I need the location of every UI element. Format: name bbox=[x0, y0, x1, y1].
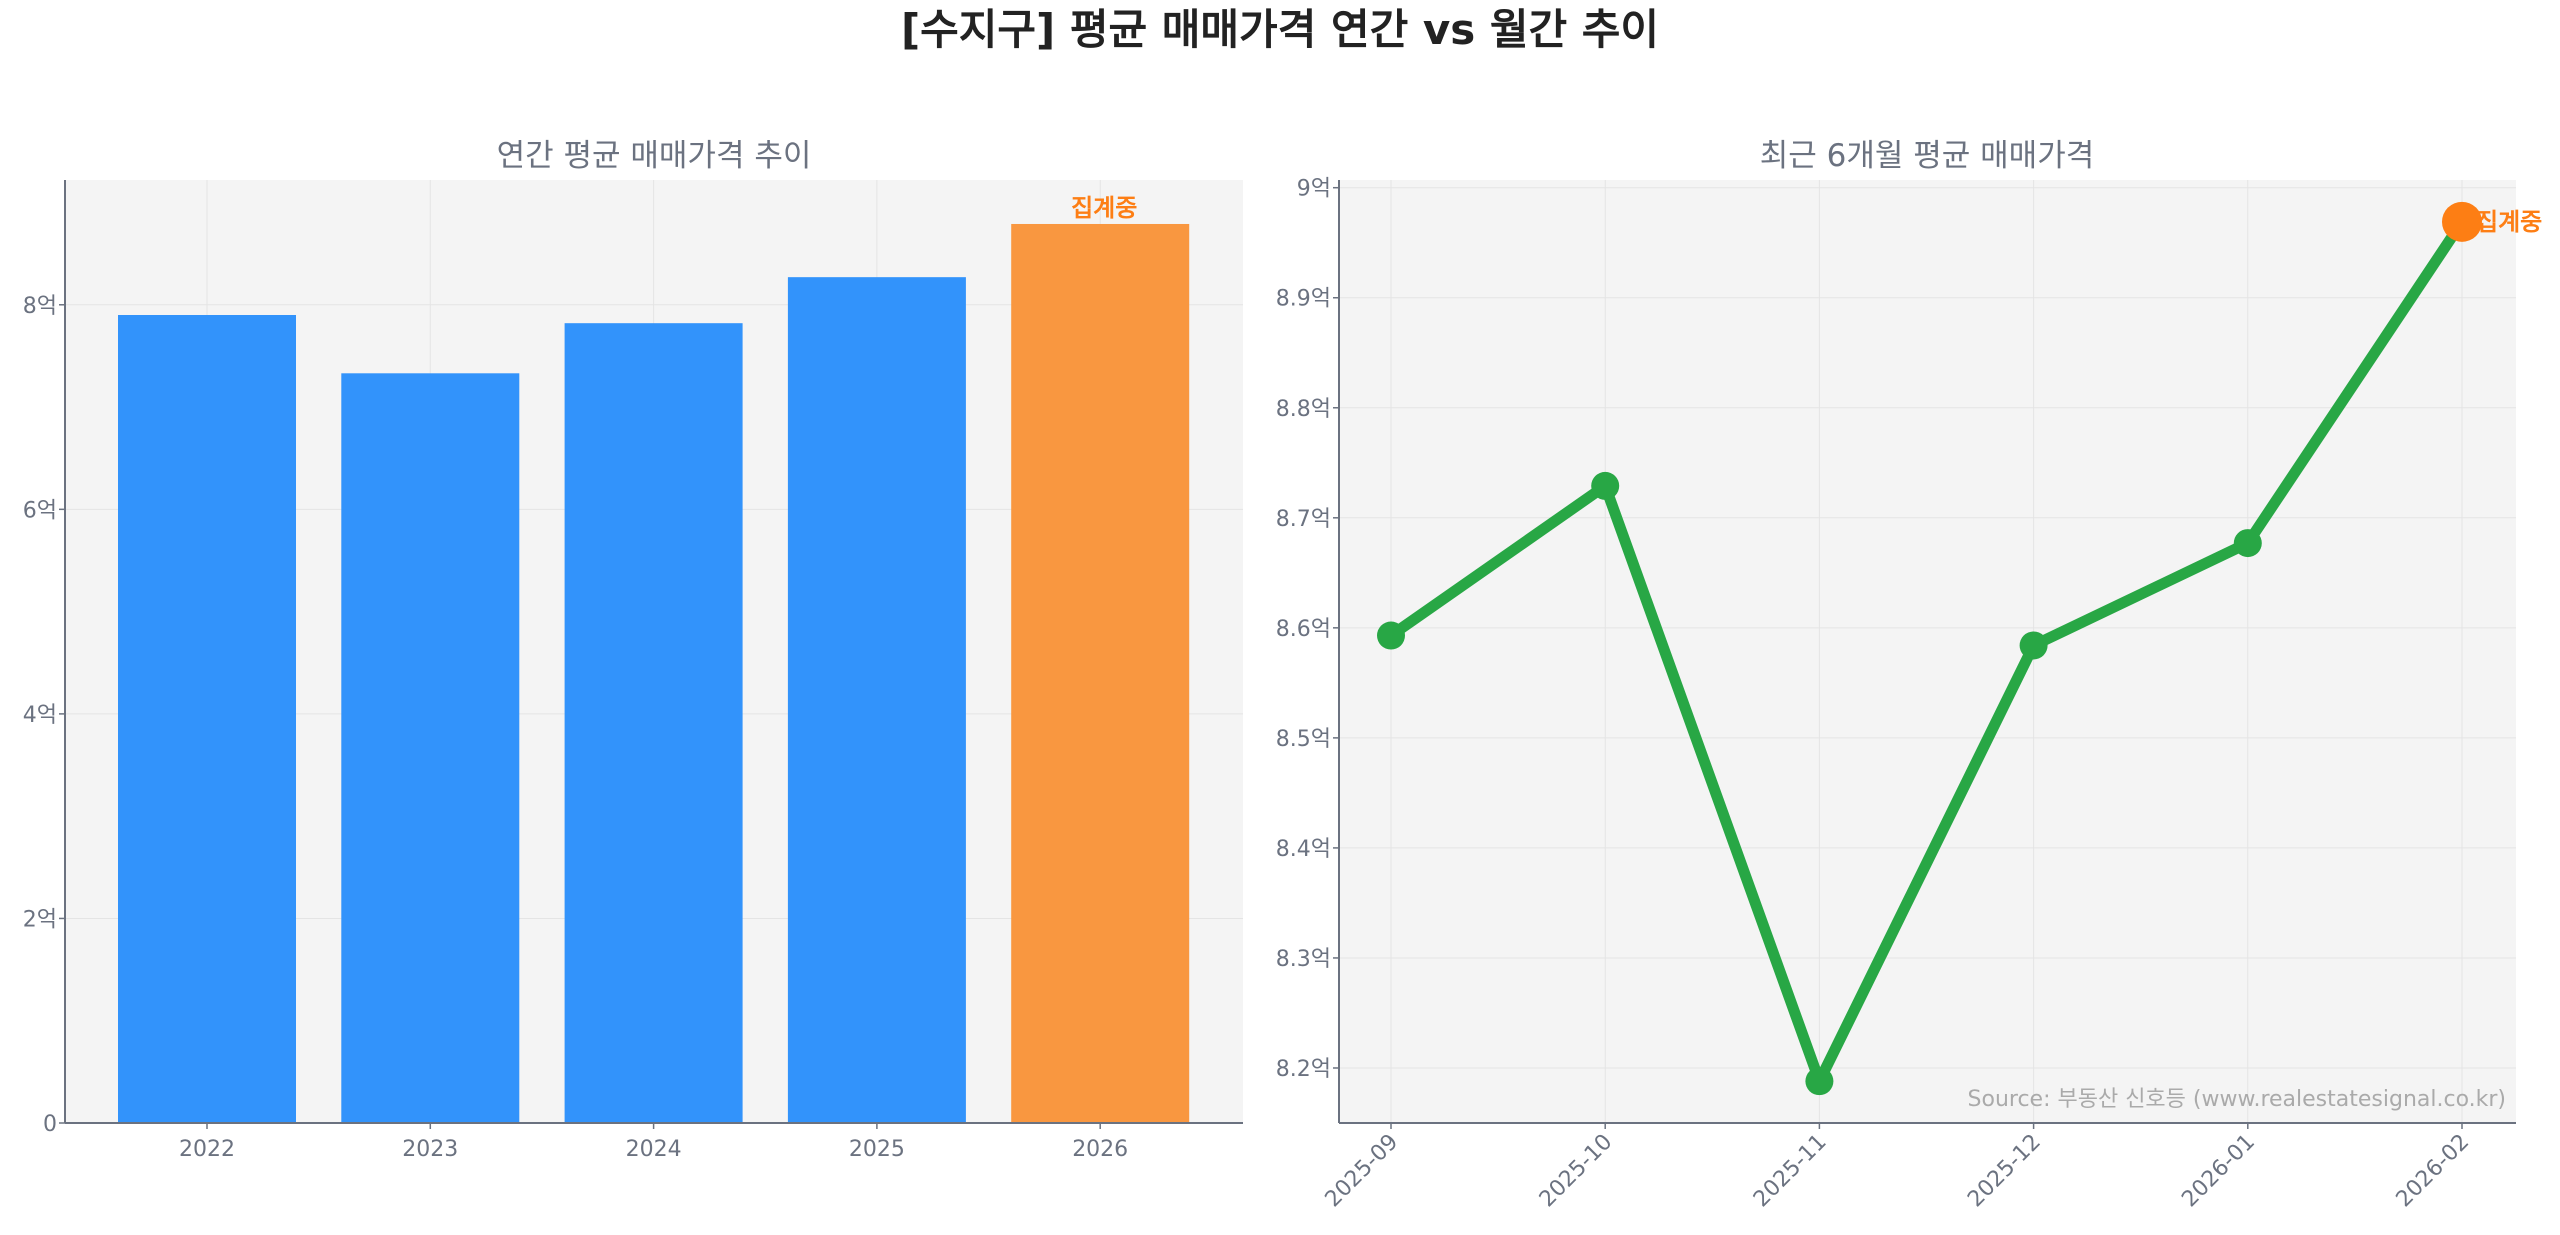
price-line bbox=[1387, 218, 2467, 1087]
y-tick-label: 8.9억 bbox=[1276, 287, 1331, 312]
data-point-2026-01 bbox=[2233, 529, 2262, 558]
data-point-2026-02 bbox=[2442, 201, 2482, 242]
x-tick-label: 2025 bbox=[849, 1137, 905, 1162]
y-tick-label: 9억 bbox=[1297, 177, 1331, 202]
point-annotation: 집계중 bbox=[2476, 208, 2542, 236]
bar-2024 bbox=[564, 323, 743, 1123]
y-tick-label: 8.7억 bbox=[1276, 507, 1331, 532]
x-tick-label: 2026-01 bbox=[2177, 1130, 2260, 1213]
y-tick-label: 8.4억 bbox=[1276, 837, 1331, 862]
monthly-line-chart: 최근 6개월 평균 매매가격 8.2억 8.3억 8.4억 8.5억 8.6억 8.7억 8… bbox=[1276, 138, 2542, 1212]
y-tick-label: 8억 bbox=[23, 294, 57, 319]
chart-title: 연간 평균 매매가격 추이 bbox=[497, 138, 812, 174]
x-tick-label: 2023 bbox=[402, 1137, 458, 1162]
y-tick-label: 2억 bbox=[23, 907, 57, 932]
x-tick-label: 2022 bbox=[179, 1137, 235, 1162]
bar-2026 bbox=[1011, 223, 1190, 1124]
y-tick-label: 8.2억 bbox=[1276, 1057, 1331, 1082]
annual-bar-chart: 연간 평균 매매가격 추이 집계중 0 2억 4억 6억 8억 2022 2023 2024 20… bbox=[23, 138, 1243, 1162]
bar-2025 bbox=[787, 277, 966, 1123]
x-tick-label: 2025-12 bbox=[1963, 1130, 2046, 1213]
x-tick-label: 2026-02 bbox=[2392, 1130, 2475, 1213]
source-note: Source: 부동산 신호등 (www.realestatesignal.co… bbox=[1968, 1087, 2506, 1112]
bar-2022 bbox=[118, 315, 296, 1124]
x-tick-label: 2025-09 bbox=[1321, 1130, 1404, 1213]
y-tick-label: 8.8억 bbox=[1276, 397, 1331, 422]
x-tick-label: 2024 bbox=[626, 1137, 682, 1162]
y-tick-label: 6억 bbox=[23, 498, 57, 523]
bar-annotation: 집계중 bbox=[1071, 194, 1137, 222]
plot-area bbox=[1339, 180, 2516, 1123]
y-tick-label: 8.3억 bbox=[1276, 947, 1331, 972]
x-tick-label: 2025-11 bbox=[1749, 1130, 1832, 1213]
data-point-2025-12 bbox=[2019, 631, 2048, 660]
data-point-2025-09 bbox=[1377, 621, 1405, 650]
data-point-2025-11 bbox=[1805, 1067, 1834, 1096]
figure-title: [수지구] 평균 매매가격 연간 vs 월간 추이 bbox=[901, 5, 1659, 54]
bar-2023 bbox=[341, 373, 520, 1123]
x-tick-label: 2025-10 bbox=[1535, 1130, 1618, 1213]
y-tick-label: 0 bbox=[43, 1112, 57, 1137]
x-tick-label: 2026 bbox=[1072, 1137, 1128, 1162]
data-point-2025-10 bbox=[1591, 471, 1620, 500]
y-tick-label: 8.6억 bbox=[1276, 617, 1331, 642]
y-tick-label: 8.5억 bbox=[1276, 727, 1331, 752]
chart-title: 최근 6개월 평균 매매가격 bbox=[1760, 138, 2094, 174]
y-tick-label: 4억 bbox=[23, 703, 57, 728]
